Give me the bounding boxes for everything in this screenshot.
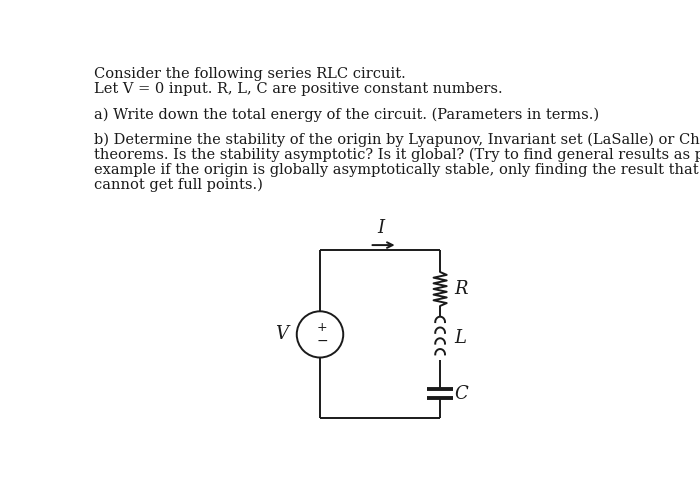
Text: theorems. Is the stability asymptotic? Is it global? (Try to find general result: theorems. Is the stability asymptotic? I… bbox=[94, 148, 700, 163]
Text: L: L bbox=[454, 329, 466, 347]
Text: +: + bbox=[317, 321, 328, 334]
Text: C: C bbox=[454, 385, 468, 403]
Text: Consider the following series RLC circuit.: Consider the following series RLC circui… bbox=[94, 67, 405, 81]
Text: example if the origin is globally asymptotically stable, only finding the result: example if the origin is globally asympt… bbox=[94, 163, 700, 177]
Text: Let V = 0 input. R, L, C are positive constant numbers.: Let V = 0 input. R, L, C are positive co… bbox=[94, 82, 503, 96]
Text: b) Determine the stability of the origin by Lyapunov, Invariant set (LaSalle) or: b) Determine the stability of the origin… bbox=[94, 133, 700, 147]
Text: a) Write down the total energy of the circuit. (Parameters in terms.): a) Write down the total energy of the ci… bbox=[94, 107, 598, 122]
Text: R: R bbox=[454, 280, 468, 298]
Text: cannot get full points.): cannot get full points.) bbox=[94, 178, 262, 192]
Text: I: I bbox=[377, 219, 384, 238]
Text: V: V bbox=[274, 325, 288, 343]
Text: −: − bbox=[316, 334, 328, 348]
